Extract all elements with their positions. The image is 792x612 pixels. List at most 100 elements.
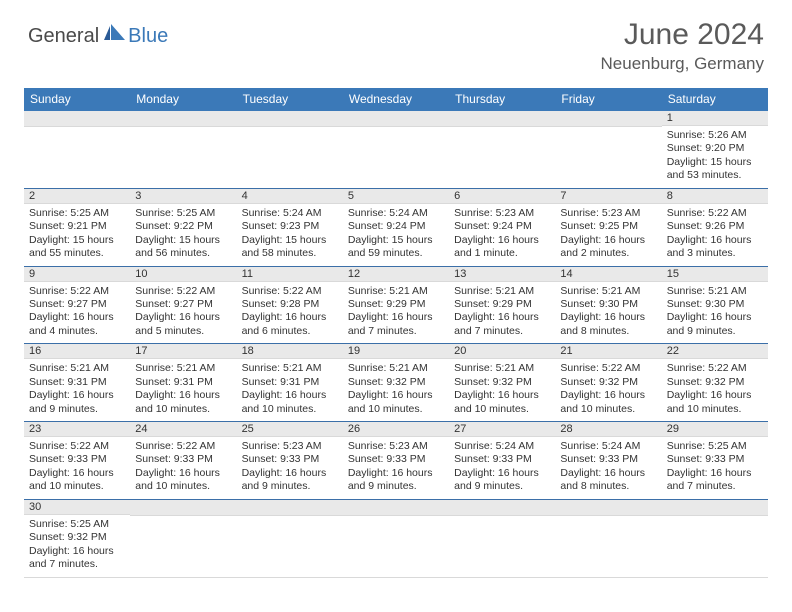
sunset-text: Sunset: 9:27 PM [29, 298, 125, 311]
brand-logo: General Blue [28, 24, 168, 49]
sunrise-text: Sunrise: 5:25 AM [135, 207, 231, 220]
day-cell: 27Sunrise: 5:24 AMSunset: 9:33 PMDayligh… [449, 422, 555, 499]
day-cell: 20Sunrise: 5:21 AMSunset: 9:32 PMDayligh… [449, 344, 555, 421]
daylight-text: Daylight: 16 hours and 6 minutes. [242, 311, 338, 338]
empty-day-head [24, 111, 130, 127]
day-number: 6 [449, 189, 555, 204]
sunset-text: Sunset: 9:28 PM [242, 298, 338, 311]
brand-part2: Blue [128, 25, 168, 48]
day-details: Sunrise: 5:21 AMSunset: 9:31 PMDaylight:… [24, 359, 130, 421]
sunrise-text: Sunrise: 5:22 AM [29, 440, 125, 453]
day-cell: 23Sunrise: 5:22 AMSunset: 9:33 PMDayligh… [24, 422, 130, 499]
month-title: June 2024 [601, 18, 764, 52]
sunrise-text: Sunrise: 5:25 AM [29, 207, 125, 220]
sunrise-text: Sunrise: 5:22 AM [29, 285, 125, 298]
empty-day-body [237, 516, 343, 566]
sunrise-text: Sunrise: 5:22 AM [135, 285, 231, 298]
sunset-text: Sunset: 9:32 PM [667, 376, 763, 389]
day-details: Sunrise: 5:22 AMSunset: 9:27 PMDaylight:… [24, 282, 130, 344]
brand-part1: General [28, 25, 99, 48]
day-details: Sunrise: 5:25 AMSunset: 9:32 PMDaylight:… [24, 515, 130, 577]
day-cell [449, 111, 555, 188]
day-cell [662, 500, 768, 577]
sunset-text: Sunset: 9:31 PM [135, 376, 231, 389]
calendar-grid: SundayMondayTuesdayWednesdayThursdayFrid… [24, 88, 768, 578]
sunset-text: Sunset: 9:32 PM [560, 376, 656, 389]
daylight-text: Daylight: 15 hours and 55 minutes. [29, 234, 125, 261]
day-cell: 26Sunrise: 5:23 AMSunset: 9:33 PMDayligh… [343, 422, 449, 499]
sunrise-text: Sunrise: 5:22 AM [242, 285, 338, 298]
dow-cell: Saturday [662, 88, 768, 111]
day-number: 3 [130, 189, 236, 204]
day-cell: 11 Sunrise: 5:22 AMSunset: 9:28 PMDayligh… [237, 267, 343, 344]
sunset-text: Sunset: 9:21 PM [29, 220, 125, 233]
empty-day-head [555, 111, 661, 127]
sunrise-text: Sunrise: 5:21 AM [348, 362, 444, 375]
day-number: 25 [237, 422, 343, 437]
day-details: Sunrise: 5:23 AMSunset: 9:33 PMDaylight:… [343, 437, 449, 499]
empty-day-body [130, 127, 236, 177]
day-details: Sunrise: 5:21 AMSunset: 9:29 PMDaylight:… [343, 282, 449, 344]
sunset-text: Sunset: 9:29 PM [454, 298, 550, 311]
day-details: Sunrise: 5:24 AMSunset: 9:33 PMDaylight:… [555, 437, 661, 499]
sunset-text: Sunset: 9:24 PM [348, 220, 444, 233]
day-cell: 13Sunrise: 5:21 AMSunset: 9:29 PMDayligh… [449, 267, 555, 344]
dow-cell: Sunday [24, 88, 130, 111]
daylight-text: Daylight: 16 hours and 9 minutes. [29, 389, 125, 416]
daylight-text: Daylight: 16 hours and 10 minutes. [667, 389, 763, 416]
daylight-text: Daylight: 16 hours and 10 minutes. [242, 389, 338, 416]
day-number: 13 [449, 267, 555, 282]
day-number: 22 [662, 344, 768, 359]
sunset-text: Sunset: 9:33 PM [135, 453, 231, 466]
daylight-text: Daylight: 16 hours and 10 minutes. [29, 467, 125, 494]
day-cell: 3Sunrise: 5:25 AMSunset: 9:22 PMDaylight… [130, 189, 236, 266]
day-number: 11 [237, 267, 343, 282]
sunset-text: Sunset: 9:24 PM [454, 220, 550, 233]
day-details: Sunrise: 5:24 AMSunset: 9:24 PMDaylight:… [343, 204, 449, 266]
week-row: 9Sunrise: 5:22 AMSunset: 9:27 PMDaylight… [24, 267, 768, 345]
sunset-text: Sunset: 9:20 PM [667, 142, 763, 155]
day-details: Sunrise: 5:24 AMSunset: 9:23 PMDaylight:… [237, 204, 343, 266]
sunrise-text: Sunrise: 5:23 AM [454, 207, 550, 220]
sunset-text: Sunset: 9:30 PM [667, 298, 763, 311]
empty-day-body [130, 516, 236, 566]
sunrise-text: Sunrise: 5:21 AM [454, 285, 550, 298]
empty-day-head [343, 500, 449, 516]
day-details: Sunrise: 5:23 AMSunset: 9:33 PMDaylight:… [237, 437, 343, 499]
sunrise-text: Sunrise: 5:22 AM [667, 207, 763, 220]
daylight-text: Daylight: 16 hours and 4 minutes. [29, 311, 125, 338]
week-row: 16Sunrise: 5:21 AMSunset: 9:31 PMDayligh… [24, 344, 768, 422]
day-cell: 6Sunrise: 5:23 AMSunset: 9:24 PMDaylight… [449, 189, 555, 266]
day-details: Sunrise: 5:21 AMSunset: 9:31 PMDaylight:… [130, 359, 236, 421]
daylight-text: Daylight: 16 hours and 5 minutes. [135, 311, 231, 338]
daylight-text: Daylight: 16 hours and 2 minutes. [560, 234, 656, 261]
daylight-text: Daylight: 16 hours and 9 minutes. [454, 467, 550, 494]
day-number: 12 [343, 267, 449, 282]
day-number: 1 [662, 111, 768, 126]
day-number: 29 [662, 422, 768, 437]
daylight-text: Daylight: 16 hours and 7 minutes. [667, 467, 763, 494]
day-number: 17 [130, 344, 236, 359]
day-details: Sunrise: 5:22 AMSunset: 9:32 PMDaylight:… [555, 359, 661, 421]
sunset-text: Sunset: 9:31 PM [242, 376, 338, 389]
week-row: 23Sunrise: 5:22 AMSunset: 9:33 PMDayligh… [24, 422, 768, 500]
sunset-text: Sunset: 9:25 PM [560, 220, 656, 233]
sunrise-text: Sunrise: 5:21 AM [454, 362, 550, 375]
day-cell: 18Sunrise: 5:21 AMSunset: 9:31 PMDayligh… [237, 344, 343, 421]
daylight-text: Daylight: 16 hours and 3 minutes. [667, 234, 763, 261]
dow-cell: Monday [130, 88, 236, 111]
empty-day-head [662, 500, 768, 516]
day-number: 16 [24, 344, 130, 359]
day-details: Sunrise: 5:25 AMSunset: 9:22 PMDaylight:… [130, 204, 236, 266]
sunset-text: Sunset: 9:22 PM [135, 220, 231, 233]
daylight-text: Daylight: 15 hours and 58 minutes. [242, 234, 338, 261]
day-details: Sunrise: 5:21 AMSunset: 9:30 PMDaylight:… [662, 282, 768, 344]
daylight-text: Daylight: 16 hours and 10 minutes. [348, 389, 444, 416]
day-cell: 25Sunrise: 5:23 AMSunset: 9:33 PMDayligh… [237, 422, 343, 499]
sunset-text: Sunset: 9:32 PM [29, 531, 125, 544]
sunrise-text: Sunrise: 5:22 AM [560, 362, 656, 375]
sunrise-text: Sunrise: 5:21 AM [348, 285, 444, 298]
day-cell [343, 500, 449, 577]
sunrise-text: Sunrise: 5:23 AM [348, 440, 444, 453]
daylight-text: Daylight: 16 hours and 9 minutes. [667, 311, 763, 338]
